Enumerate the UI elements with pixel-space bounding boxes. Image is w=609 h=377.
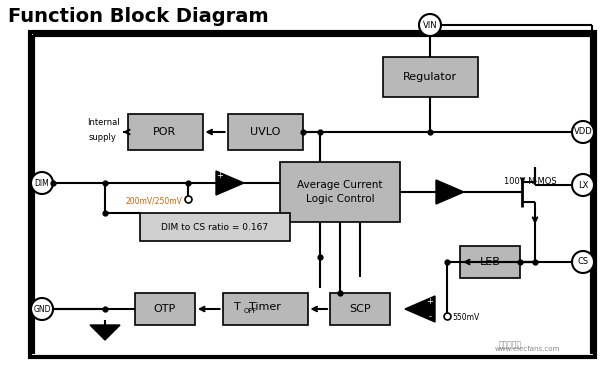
Text: supply: supply: [89, 133, 117, 142]
Text: Internal: Internal: [86, 118, 119, 127]
Polygon shape: [90, 325, 120, 340]
Text: GND: GND: [33, 305, 51, 314]
Bar: [382, 57, 477, 97]
Bar: [127, 114, 203, 150]
Text: www.elecfans.com: www.elecfans.com: [495, 346, 560, 352]
Text: Regulator: Regulator: [403, 72, 457, 82]
Polygon shape: [436, 180, 464, 204]
Text: DIM to CS ratio = 0.167: DIM to CS ratio = 0.167: [161, 222, 269, 231]
Bar: [460, 246, 520, 278]
Text: OTP: OTP: [154, 304, 176, 314]
Circle shape: [31, 172, 53, 194]
Text: UVLO: UVLO: [250, 127, 280, 137]
Text: DIM: DIM: [35, 178, 49, 187]
Bar: [330, 293, 390, 325]
Circle shape: [419, 14, 441, 36]
Text: Average Current
Logic Control: Average Current Logic Control: [297, 181, 382, 204]
Bar: [222, 293, 308, 325]
Text: POR: POR: [153, 127, 177, 137]
Text: VIN: VIN: [423, 20, 437, 29]
Circle shape: [572, 174, 594, 196]
Text: 100V N-MOS: 100V N-MOS: [504, 178, 556, 187]
Text: LX: LX: [578, 181, 588, 190]
Bar: [30, 32, 595, 357]
Bar: [135, 293, 195, 325]
Text: 电子发烧友: 电子发烧友: [498, 340, 521, 349]
Circle shape: [31, 298, 53, 320]
Circle shape: [572, 121, 594, 143]
Bar: [280, 162, 400, 222]
Text: Function Block Diagram: Function Block Diagram: [8, 7, 269, 26]
Text: SCP: SCP: [349, 304, 371, 314]
Bar: [228, 114, 303, 150]
Text: +: +: [217, 172, 224, 181]
Text: +: +: [426, 296, 434, 305]
Text: -: -: [429, 313, 432, 322]
Text: Timer: Timer: [249, 302, 281, 312]
Text: 550mV: 550mV: [452, 314, 479, 322]
Text: VDD: VDD: [574, 127, 593, 136]
Circle shape: [572, 251, 594, 273]
Polygon shape: [216, 171, 244, 195]
Polygon shape: [405, 296, 435, 322]
Text: OFF: OFF: [244, 308, 258, 314]
Text: LEB: LEB: [479, 257, 501, 267]
Text: 200mV/250mV: 200mV/250mV: [125, 196, 182, 205]
Text: T: T: [234, 302, 241, 312]
Bar: [140, 213, 290, 241]
Text: CS: CS: [577, 257, 588, 267]
